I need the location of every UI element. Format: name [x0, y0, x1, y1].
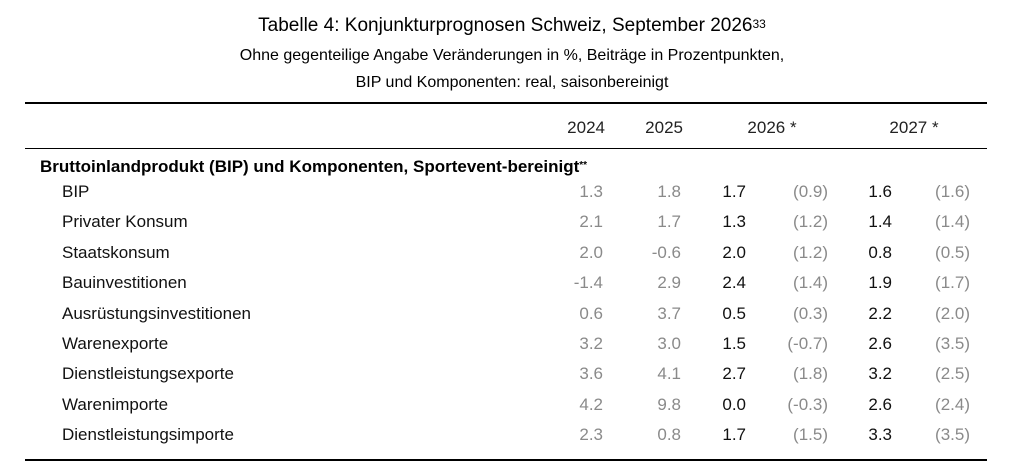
cell-2026: 2.0 [722, 243, 746, 262]
cell-2026-previous: (0.9) [793, 182, 828, 201]
cell-2027: 3.3 [868, 425, 892, 444]
cell-2026-previous: (1.5) [793, 425, 828, 444]
cell-2024: 0.6 [579, 304, 603, 323]
cell-2026-previous: (1.4) [793, 273, 828, 292]
cell-2026-previous: (1.2) [793, 243, 828, 262]
cell-2027-previous: (3.5) [935, 425, 970, 444]
cell-2024: 3.6 [579, 364, 603, 383]
column-header-2026: 2026 * [747, 118, 797, 137]
cell-2026: 2.4 [722, 273, 746, 292]
cell-2024: 3.2 [579, 334, 603, 353]
row-label: Warenexporte [62, 334, 169, 353]
table-row: Staatskonsum 2.0 -0.6 2.0 (1.2) 0.8 (0.5) [0, 242, 1024, 272]
top-rule [25, 102, 987, 104]
cell-2025: -0.6 [651, 243, 681, 262]
cell-2026: 0.5 [722, 304, 746, 323]
section-title-text: Bruttoinlandprodukt (BIP) und Komponente… [40, 157, 580, 176]
table-row: Bauinvestitionen -1.4 2.9 2.4 (1.4) 1.9 (1.7) [0, 272, 1024, 302]
cell-2025: 9.8 [657, 395, 681, 414]
row-label: Warenimporte [62, 395, 169, 414]
table-subtitle-line1: Ohne gegenteilige Angabe Veränderungen i… [239, 47, 785, 64]
cell-2026-previous: (0.3) [793, 304, 828, 323]
row-label: Ausrüstungsinvestitionen [62, 304, 252, 323]
title-footnote-marker: 33 [752, 17, 766, 31]
table-row: Ausrüstungsinvestitionen 0.6 3.7 0.5 (0.3) 2.… [0, 303, 1024, 333]
table-row: Dienstleistungsexporte 3.6 4.1 2.7 (1.8) 3.2 (… [0, 363, 1024, 393]
cell-2027-previous: (2.5) [935, 364, 970, 383]
row-label: Staatskonsum [62, 243, 170, 262]
cell-2025: 0.8 [657, 425, 681, 444]
cell-2027: 1.4 [868, 212, 892, 231]
cell-2027: 2.6 [868, 334, 892, 353]
cell-2026: 1.3 [722, 212, 746, 231]
bottom-rule [25, 459, 987, 461]
cell-2027: 2.2 [868, 304, 892, 323]
cell-2026-previous: (-0.7) [787, 334, 828, 353]
column-header-2024: 2024 [567, 118, 605, 137]
table-row: Privater Konsum 2.1 1.7 1.3 (1.2) 1.4 (1.4) [0, 211, 1024, 241]
cell-2027-previous: (1.6) [935, 182, 970, 201]
cell-2025: 4.1 [657, 364, 681, 383]
table-row: Warenexporte 3.2 3.0 1.5 (-0.7) 2.6 (3.5) [0, 333, 1024, 363]
cell-2027: 1.6 [868, 182, 892, 201]
cell-2024: 1.3 [579, 182, 603, 201]
cell-2026: 1.7 [722, 425, 746, 444]
table-subtitle-line2: BIP und Komponenten: real, saisonbereini… [355, 74, 669, 91]
row-label: Privater Konsum [62, 212, 188, 231]
cell-2027-previous: (2.4) [935, 395, 970, 414]
row-label: Bauinvestitionen [62, 273, 187, 292]
table-title: Tabelle 4: Konjunkturprognosen Schweiz, … [0, 14, 1024, 39]
table-row: Dienstleistungsimporte 2.3 0.8 1.7 (1.5) 3.3 (… [0, 424, 1024, 454]
cell-2027-previous: (3.5) [935, 334, 970, 353]
cell-2025: 3.0 [657, 334, 681, 353]
section-footnote-marker: ** [579, 160, 588, 171]
cell-2025: 2.9 [657, 273, 681, 292]
cell-2024: 2.0 [579, 243, 603, 262]
cell-2025: 3.7 [657, 304, 681, 323]
cell-2027-previous: (2.0) [935, 304, 970, 323]
column-header-2025: 2025 [645, 118, 683, 137]
cell-2027: 3.2 [868, 364, 892, 383]
table-row: BIP 1.3 1.8 1.7 (0.9) 1.6 (1.6) [0, 181, 1024, 211]
table-title-text: Tabelle 4: Konjunkturprognosen Schweiz, … [258, 15, 753, 36]
cell-2027: 2.6 [868, 395, 892, 414]
cell-2024: 2.1 [579, 212, 603, 231]
cell-2027-previous: (1.4) [935, 212, 970, 231]
cell-2027-previous: (1.7) [935, 273, 970, 292]
cell-2026-previous: (1.8) [793, 364, 828, 383]
row-label: Dienstleistungsimporte [62, 425, 234, 444]
section-title: Bruttoinlandprodukt (BIP) und Komponente… [40, 156, 587, 181]
cell-2024: -1.4 [573, 273, 603, 292]
cell-2027: 0.8 [868, 243, 892, 262]
cell-2025: 1.8 [657, 182, 681, 201]
cell-2024: 4.2 [579, 395, 603, 414]
cell-2027-previous: (0.5) [935, 243, 970, 262]
cell-2026-previous: (-0.3) [787, 395, 828, 414]
cell-2026: 2.7 [722, 364, 746, 383]
cell-2026: 1.5 [722, 334, 746, 353]
table-row: Warenimporte 4.2 9.8 0.0 (-0.3) 2.6 (2.4) [0, 394, 1024, 424]
row-label: BIP [62, 182, 90, 201]
cell-2024: 2.3 [579, 425, 603, 444]
cell-2026-previous: (1.2) [793, 212, 828, 231]
header-rule [25, 148, 987, 149]
cell-2026: 0.0 [722, 395, 746, 414]
cell-2026: 1.7 [722, 182, 746, 201]
row-label: Dienstleistungsexporte [62, 364, 234, 383]
column-header-2027: 2027 * [889, 118, 939, 137]
cell-2027: 1.9 [868, 273, 892, 292]
cell-2025: 1.7 [657, 212, 681, 231]
